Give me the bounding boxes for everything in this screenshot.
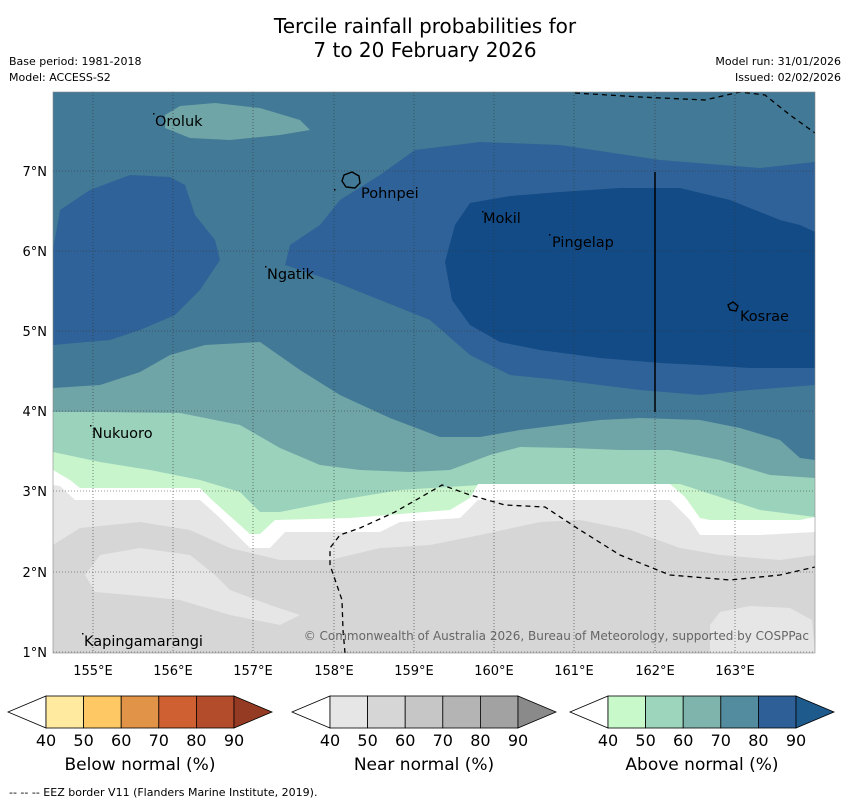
colorbar-segment [607, 695, 646, 729]
colorbar-above: 40 50 60 70 80 90 [568, 695, 836, 750]
colorbar-tick: 80 [470, 731, 490, 750]
x-tick-label: 161°E [554, 664, 594, 679]
title-line-1: Tercile rainfall probabilities for [273, 14, 577, 38]
below-normal-title: Below normal (%) [64, 755, 216, 775]
title-line-2: 7 to 20 February 2026 [313, 38, 537, 62]
x-tick-label: 158°E [314, 664, 354, 679]
colorbar-tick: 60 [111, 731, 131, 750]
model-info: Base period: 1981-2018 Model: ACCESS-S2 [9, 54, 141, 86]
eez-footnote: -- -- -- EEZ border V11 (Flanders Marine… [9, 786, 318, 799]
colorbar-segment [682, 695, 722, 729]
colorbar-segment [479, 695, 519, 729]
colorbar-segment [442, 695, 481, 729]
colorbar-max-arrow [517, 695, 558, 729]
colorbar-tick: 80 [186, 731, 206, 750]
zone-above-max [445, 188, 815, 368]
y-tick-label: 3°N [23, 485, 48, 500]
model-name: Model: ACCESS-S2 [9, 71, 111, 84]
colorbar-tick: 70 [711, 731, 731, 750]
colorbar-segment [720, 695, 759, 729]
colorbar-tick: 50 [73, 731, 93, 750]
colorbar-tick: 50 [635, 731, 655, 750]
model-run: Model run: 31/01/2026 [715, 55, 841, 68]
colorbar-tick: 90 [508, 731, 528, 750]
zone-near-50-east [710, 606, 815, 653]
colorbar-near: 40 50 60 70 80 90 [290, 695, 558, 750]
colorbar-segment [645, 695, 684, 729]
y-tick-label: 5°N [23, 325, 48, 340]
colorbar-max-arrow [795, 695, 836, 729]
colorbar-tick: 80 [748, 731, 768, 750]
x-tick-label: 157°E [233, 664, 273, 679]
colorbar-max-arrow [233, 695, 274, 729]
above-normal-title: Above normal (%) [625, 755, 779, 775]
colorbar-tick: 40 [36, 731, 56, 750]
colorbar-segment [404, 695, 444, 729]
colorbar-tick: 90 [224, 731, 244, 750]
x-tick-label: 156°E [153, 664, 193, 679]
x-tick-label: 159°E [394, 664, 434, 679]
colorbar-tick: 60 [673, 731, 693, 750]
y-tick-label: 4°N [23, 405, 48, 420]
colorbar-tick: 60 [395, 731, 415, 750]
colorbar-min-arrow [290, 695, 331, 729]
colorbar-tick: 40 [320, 731, 340, 750]
colorbar-tick: 70 [433, 731, 453, 750]
colorbar-segment [195, 695, 235, 729]
x-tick-label: 155°E [73, 664, 113, 679]
colorbar-below: 40 50 60 70 80 90 [6, 695, 274, 750]
near-normal-title: Near normal (%) [353, 755, 495, 775]
colorbar-segment [758, 695, 797, 729]
run-info: Model run: 31/01/2026 Issued: 02/02/2026 [715, 54, 841, 86]
rainfall-map[interactable] [53, 92, 815, 653]
y-tick-label: 1°N [23, 646, 48, 661]
base-period: Base period: 1981-2018 [9, 55, 142, 68]
colorbar-min-arrow [568, 695, 609, 729]
colorbar-min-arrow [6, 695, 47, 729]
y-tick-label: 6°N [23, 245, 48, 260]
x-tick-label: 163°E [715, 664, 755, 679]
y-tick-label: 2°N [23, 566, 48, 581]
colorbar-tick: 70 [149, 731, 169, 750]
colorbar-segment [120, 695, 160, 729]
y-tick-label: 7°N [23, 165, 48, 180]
colorbar-segment [329, 695, 368, 729]
issued-date: Issued: 02/02/2026 [734, 71, 841, 84]
colorbar-segment [83, 695, 122, 729]
colorbar-tick: 50 [357, 731, 377, 750]
colorbar-tick: 90 [786, 731, 806, 750]
colorbar-segment [45, 695, 84, 729]
colorbar-tick: 40 [598, 731, 618, 750]
map-title: Tercile rainfall probabilities for 7 to … [0, 14, 850, 62]
colorbar-segment [367, 695, 406, 729]
x-tick-label: 160°E [474, 664, 514, 679]
colorbars: 40 50 60 70 80 90 40 50 60 70 80 90 40 50 60 70 80 90 [6, 695, 836, 750]
x-tick-label: 162°E [635, 664, 675, 679]
colorbar-segment [158, 695, 197, 729]
